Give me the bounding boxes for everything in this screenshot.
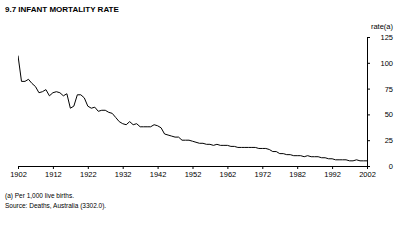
x-tick: 1972 bbox=[254, 166, 271, 179]
footnote: Source: Deaths, Australia (3302.0). bbox=[5, 202, 106, 210]
y-tick: 25 bbox=[367, 136, 393, 145]
y-axis-title: rate(a) bbox=[371, 22, 394, 31]
x-tick: 1932 bbox=[115, 166, 132, 179]
line bbox=[18, 56, 367, 161]
y-tick-label: 100 bbox=[380, 59, 393, 68]
chart: 9.7 INFANT MORTALITY RATE rate(a) 1902 1912… bbox=[0, 0, 397, 227]
x-tick-label: 1952 bbox=[185, 170, 202, 179]
x-tick-mark bbox=[332, 166, 333, 169]
plot-area bbox=[18, 56, 367, 161]
y-axis-line bbox=[367, 38, 368, 167]
x-tick-label: 1902 bbox=[10, 170, 27, 179]
x-tick-mark bbox=[262, 166, 263, 169]
y-tick: 0 bbox=[367, 162, 393, 171]
y-tick: 75 bbox=[367, 85, 393, 94]
x-tick-label: 1942 bbox=[150, 170, 167, 179]
x-tick: 1982 bbox=[289, 166, 306, 179]
x-tick: 1952 bbox=[185, 166, 202, 179]
y-tick: 50 bbox=[367, 110, 393, 119]
x-tick: 1942 bbox=[150, 166, 167, 179]
x-tick-label: 1982 bbox=[289, 170, 306, 179]
y-tick-label: 50 bbox=[385, 110, 393, 119]
y-tick-mark bbox=[367, 114, 370, 115]
x-tick-label: 1992 bbox=[324, 170, 341, 179]
x-tick: 1962 bbox=[220, 166, 237, 179]
y-tick: 125 bbox=[367, 33, 393, 42]
y-tick-mark bbox=[367, 37, 370, 38]
y-tick-mark bbox=[367, 63, 370, 64]
x-tick: 1902 bbox=[10, 166, 27, 179]
x-tick: 1922 bbox=[80, 166, 97, 179]
x-tick-mark bbox=[227, 166, 228, 169]
x-tick-label: 1972 bbox=[254, 170, 271, 179]
x-tick-label: 1962 bbox=[220, 170, 237, 179]
y-tick-label: 125 bbox=[380, 33, 393, 42]
x-axis: 1902 1912 1922 1932 1942 1952 1962 1972 1982 1992… bbox=[10, 166, 376, 179]
y-tick-label: 25 bbox=[385, 136, 393, 145]
x-tick-mark bbox=[88, 166, 89, 169]
x-tick-mark bbox=[18, 166, 19, 169]
x-tick-mark bbox=[123, 166, 124, 169]
y-axis: 0 25 50 75 100 125 bbox=[367, 33, 393, 171]
x-tick: 2002 bbox=[359, 166, 376, 179]
title: 9.7 INFANT MORTALITY RATE bbox=[5, 5, 119, 14]
y-tick-mark bbox=[367, 140, 370, 141]
x-tick: 1912 bbox=[45, 166, 62, 179]
y-tick-mark bbox=[367, 166, 370, 167]
x-tick-label: 1912 bbox=[45, 170, 62, 179]
x-tick-mark bbox=[193, 166, 194, 169]
x-tick-label: 1922 bbox=[80, 170, 97, 179]
y-tick-label: 75 bbox=[385, 85, 393, 94]
x-tick-label: 2002 bbox=[359, 170, 376, 179]
x-tick: 1992 bbox=[324, 166, 341, 179]
x-tick-mark bbox=[297, 166, 298, 169]
x-tick-label: 1932 bbox=[115, 170, 132, 179]
y-tick-mark bbox=[367, 89, 370, 90]
y-tick: 100 bbox=[367, 59, 393, 68]
x-tick-mark bbox=[158, 166, 159, 169]
footnote: (a) Per 1,000 live births. bbox=[5, 192, 74, 200]
y-tick-label: 0 bbox=[389, 162, 393, 171]
x-tick-mark bbox=[53, 166, 54, 169]
